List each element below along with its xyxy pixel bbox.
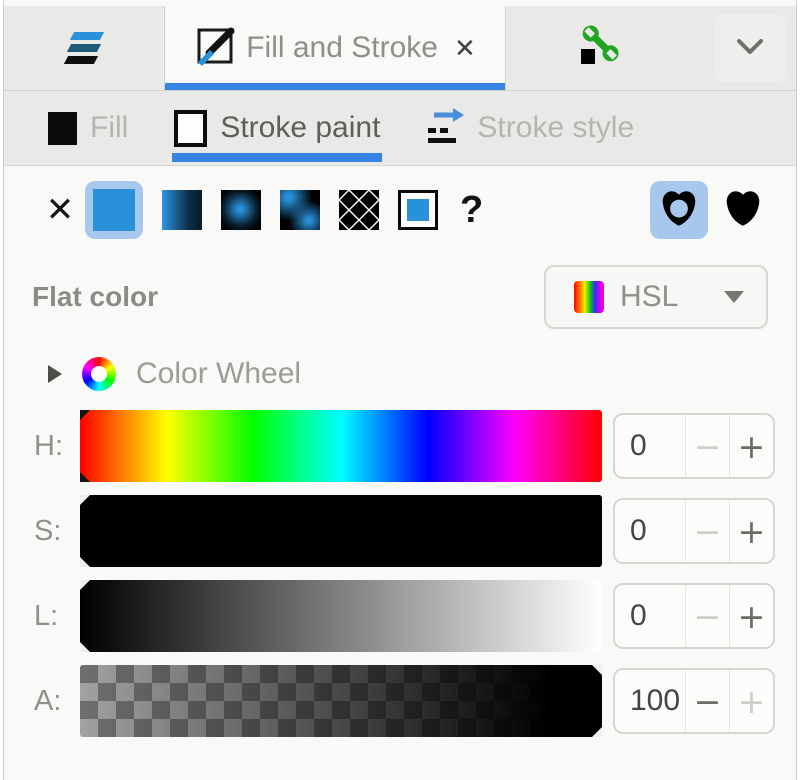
alpha-row: A: 100 − + bbox=[4, 665, 796, 737]
fill-icon bbox=[48, 111, 77, 145]
tab-fill-and-stroke[interactable]: Fill and Stroke ✕ bbox=[164, 6, 506, 90]
fill-rule-nonzero-icon bbox=[723, 188, 763, 233]
dock-tab-spacer bbox=[696, 6, 714, 90]
saturation-increment-button[interactable]: + bbox=[730, 500, 773, 562]
no-paint-button[interactable]: ✕ bbox=[45, 191, 75, 229]
lightness-label: L: bbox=[34, 599, 59, 632]
fill-rule-even-odd-icon bbox=[659, 188, 699, 233]
hue-increment-button[interactable]: + bbox=[730, 415, 773, 477]
tab-fill-label: Fill bbox=[90, 111, 129, 144]
hue-spinbox: 0 − + bbox=[613, 413, 775, 479]
hsla-sliders: H: 0 − + S: 0 − + bbox=[4, 410, 796, 737]
hue-value[interactable]: 0 bbox=[630, 429, 647, 462]
dock-tab-label: Fill and Stroke bbox=[246, 31, 438, 64]
alpha-slider-handle[interactable] bbox=[592, 665, 602, 737]
tab-layers[interactable] bbox=[4, 6, 164, 90]
close-icon[interactable]: ✕ bbox=[453, 32, 476, 63]
hue-label: H: bbox=[34, 429, 63, 462]
linear-gradient-button[interactable] bbox=[162, 190, 202, 230]
hue-decrement-button[interactable]: − bbox=[686, 415, 729, 477]
lightness-slider-handle[interactable] bbox=[80, 580, 90, 652]
unknown-paint-button[interactable]: ? bbox=[460, 188, 484, 231]
tab-stroke-paint[interactable]: Stroke paint bbox=[172, 91, 383, 165]
dropdown-caret-icon bbox=[724, 291, 744, 303]
stroke-paint-icon bbox=[174, 109, 208, 147]
color-space-value: HSL bbox=[620, 280, 679, 313]
tab-fill[interactable]: Fill bbox=[48, 91, 128, 165]
saturation-decrement-button[interactable]: − bbox=[686, 500, 729, 562]
mesh-gradient-button[interactable] bbox=[280, 190, 320, 230]
tab-stroke-style[interactable]: Stroke style bbox=[426, 91, 634, 165]
fill-stroke-icon bbox=[194, 23, 236, 74]
alpha-value[interactable]: 100 bbox=[630, 684, 681, 717]
hue-slider-handle[interactable] bbox=[80, 410, 90, 482]
layers-icon bbox=[63, 32, 105, 64]
lightness-decrement-button[interactable]: − bbox=[686, 585, 729, 647]
saturation-spinbox: 0 − + bbox=[613, 498, 775, 564]
wrench-icon bbox=[578, 23, 624, 74]
tab-stroke-paint-label: Stroke paint bbox=[220, 111, 381, 144]
lightness-value[interactable]: 0 bbox=[630, 599, 647, 632]
fill-rule-even-odd-button[interactable] bbox=[650, 181, 708, 239]
alpha-increment-button[interactable]: + bbox=[730, 670, 773, 732]
tab-stroke-style-label: Stroke style bbox=[477, 111, 635, 144]
expander-triangle-icon bbox=[48, 365, 62, 383]
saturation-slider-handle[interactable] bbox=[80, 495, 90, 567]
color-wheel-expander[interactable]: Color Wheel bbox=[48, 354, 796, 394]
swatch-button[interactable] bbox=[398, 190, 438, 230]
hue-slider[interactable] bbox=[80, 410, 602, 482]
color-space-dropdown[interactable]: HSL bbox=[544, 265, 768, 329]
fill-rule-nonzero-button[interactable] bbox=[714, 181, 772, 239]
saturation-row: S: 0 − + bbox=[4, 495, 796, 567]
alpha-spinbox: 100 − + bbox=[613, 668, 775, 734]
paint-mode-row: Flat color HSL bbox=[4, 264, 796, 330]
paint-type-toolbar: ✕ ? bbox=[4, 178, 796, 242]
color-wheel-label: Color Wheel bbox=[136, 357, 302, 390]
color-wheel-icon bbox=[82, 357, 116, 391]
pattern-button[interactable] bbox=[339, 190, 379, 230]
paint-mode-label: Flat color bbox=[32, 281, 159, 312]
flat-color-button[interactable] bbox=[85, 181, 143, 239]
tab-preferences[interactable] bbox=[506, 6, 696, 90]
paint-mode-tabs: Fill Stroke paint Stroke style bbox=[4, 91, 796, 166]
color-space-icon bbox=[574, 281, 604, 313]
fill-rule-group bbox=[650, 181, 772, 239]
stroke-style-icon bbox=[426, 107, 465, 150]
swatch-color-icon bbox=[407, 199, 429, 221]
lightness-slider[interactable] bbox=[80, 580, 602, 652]
saturation-label: S: bbox=[34, 514, 62, 547]
saturation-slider[interactable] bbox=[80, 495, 602, 567]
lightness-increment-button[interactable]: + bbox=[730, 585, 773, 647]
hue-row: H: 0 − + bbox=[4, 410, 796, 482]
lightness-row: L: 0 − + bbox=[4, 580, 796, 652]
chevron-down-icon bbox=[735, 37, 765, 60]
dock-collapse-button[interactable] bbox=[714, 14, 786, 82]
alpha-slider[interactable] bbox=[80, 665, 602, 737]
fill-stroke-dialog: Fill and Stroke ✕ bbox=[3, 0, 797, 780]
lightness-spinbox: 0 − + bbox=[613, 583, 775, 649]
saturation-value[interactable]: 0 bbox=[630, 514, 647, 547]
flat-color-icon bbox=[93, 189, 135, 231]
alpha-decrement-button[interactable]: − bbox=[686, 670, 729, 732]
radial-gradient-button[interactable] bbox=[221, 190, 261, 230]
dock-tab-bar: Fill and Stroke ✕ bbox=[4, 6, 796, 91]
alpha-label: A: bbox=[34, 684, 62, 717]
